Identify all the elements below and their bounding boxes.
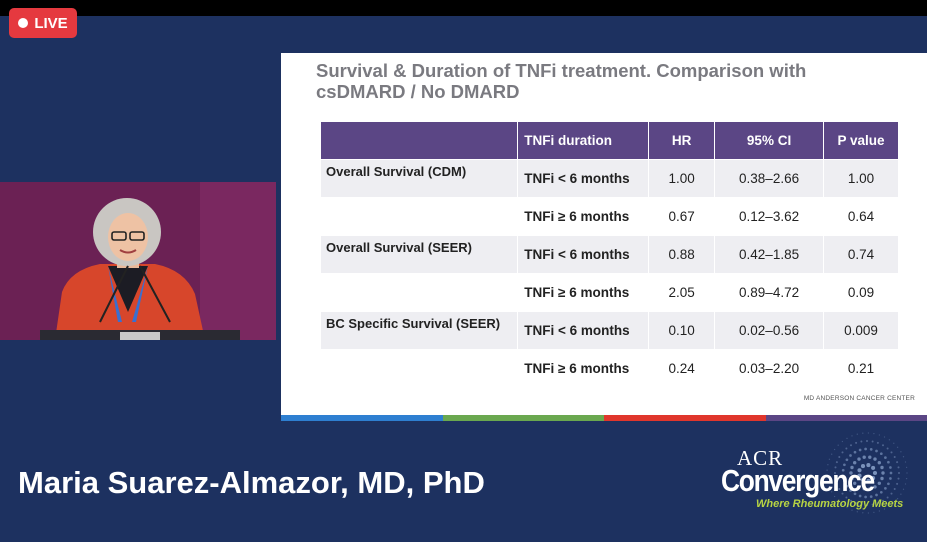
hr-cell: 1.00 bbox=[648, 158, 716, 197]
p-cell: 0.74 bbox=[823, 234, 899, 273]
table-row: BC Specific Survival (SEER) TNFi < 6 mon… bbox=[321, 310, 899, 349]
speaker-video bbox=[0, 182, 276, 340]
presentation-slide: Survival & Duration of TNFi treatment. C… bbox=[281, 53, 927, 421]
logo-acr-text: ACR bbox=[737, 446, 784, 470]
hr-cell: 0.24 bbox=[648, 348, 716, 387]
slide-title-line-1: Survival & Duration of TNFi treatment. C… bbox=[316, 60, 807, 81]
color-bar-segment bbox=[765, 415, 927, 421]
duration-cell: TNFi < 6 months bbox=[517, 234, 650, 273]
p-cell: 0.009 bbox=[823, 310, 899, 349]
table-row: Overall Survival (CDM) TNFi < 6 months 1… bbox=[321, 158, 899, 197]
duration-cell: TNFi ≥ 6 months bbox=[517, 272, 650, 311]
slide-color-bar bbox=[281, 415, 927, 421]
color-bar-segment bbox=[442, 415, 604, 421]
header-p-value: P value bbox=[823, 122, 899, 159]
ci-cell: 0.42–1.85 bbox=[714, 234, 825, 273]
group-label: Overall Survival (CDM) bbox=[321, 158, 519, 197]
hr-cell: 0.88 bbox=[648, 234, 716, 273]
duration-cell: TNFi ≥ 6 months bbox=[517, 348, 650, 387]
header-duration: TNFi duration bbox=[517, 122, 650, 159]
table-row: Overall Survival (SEER) TNFi < 6 months … bbox=[321, 234, 899, 273]
slide-footer: MD ANDERSON CANCER CENTER bbox=[803, 395, 915, 402]
logo-convergence-text: Convergence bbox=[721, 463, 875, 498]
group-label: BC Specific Survival (SEER) bbox=[321, 310, 519, 349]
p-cell: 0.09 bbox=[823, 272, 899, 311]
group-label-empty bbox=[321, 348, 519, 387]
ci-cell: 0.12–3.62 bbox=[714, 196, 825, 235]
acr-convergence-logo: ACR Convergence Where Rheumatology Meets bbox=[715, 428, 915, 528]
dots-burst-icon bbox=[826, 432, 908, 514]
table-row: TNFi ≥ 6 months 0.24 0.03–2.20 0.21 bbox=[321, 348, 899, 387]
header-hr: HR bbox=[648, 122, 716, 159]
speaker-name: Maria Suarez-Almazor, MD, PhD bbox=[18, 465, 485, 500]
ci-cell: 0.89–4.72 bbox=[714, 272, 825, 311]
ci-cell: 0.03–2.20 bbox=[714, 348, 825, 387]
group-label-empty bbox=[321, 196, 519, 235]
header-ci: 95% CI bbox=[714, 122, 825, 159]
slide-title-line-2: csDMARD / No DMARD bbox=[316, 81, 520, 102]
header-group bbox=[321, 122, 519, 159]
color-bar-segment bbox=[281, 415, 443, 421]
duration-cell: TNFi ≥ 6 months bbox=[517, 196, 650, 235]
duration-cell: TNFi < 6 months bbox=[517, 310, 650, 349]
table-row: TNFi ≥ 6 months 0.67 0.12–3.62 0.64 bbox=[321, 196, 899, 235]
color-bar-segment bbox=[604, 415, 766, 421]
results-table: TNFi duration HR 95% CI P value Overall … bbox=[321, 122, 899, 387]
ci-cell: 0.02–0.56 bbox=[714, 310, 825, 349]
table-row: TNFi ≥ 6 months 2.05 0.89–4.72 0.09 bbox=[321, 272, 899, 311]
p-cell: 0.21 bbox=[823, 348, 899, 387]
hr-cell: 0.10 bbox=[648, 310, 716, 349]
group-label-empty bbox=[321, 272, 519, 311]
duration-cell: TNFi < 6 months bbox=[517, 158, 650, 197]
live-badge: LIVE bbox=[9, 8, 77, 38]
ci-cell: 0.38–2.66 bbox=[714, 158, 825, 197]
logo-tagline: Where Rheumatology Meets bbox=[756, 498, 904, 510]
table-header-row: TNFi duration HR 95% CI P value bbox=[321, 122, 899, 159]
slide-title: Survival & Duration of TNFi treatment. C… bbox=[316, 60, 876, 102]
hr-cell: 0.67 bbox=[648, 196, 716, 235]
speaker-illustration bbox=[0, 182, 276, 340]
live-label: LIVE bbox=[34, 14, 68, 32]
p-cell: 0.64 bbox=[823, 196, 899, 235]
hr-cell: 2.05 bbox=[648, 272, 716, 311]
p-cell: 1.00 bbox=[823, 158, 899, 197]
live-dot-icon bbox=[18, 18, 29, 28]
group-label: Overall Survival (SEER) bbox=[321, 234, 519, 273]
top-bar bbox=[0, 0, 927, 16]
